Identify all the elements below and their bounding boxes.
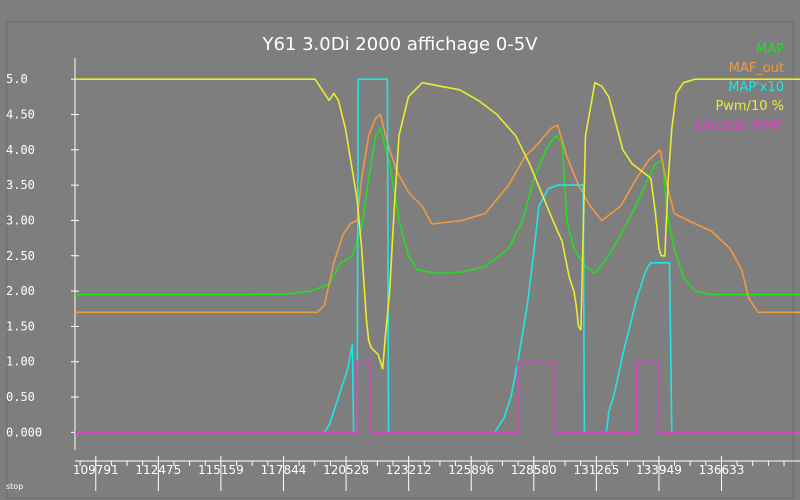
status-label: stop (6, 482, 24, 491)
y-tick-label: 4.50 (6, 108, 35, 122)
series-line-1 (75, 127, 800, 296)
x-tick-label: 112475 (135, 463, 181, 477)
axes: 0.000 0.50 1.00 1.50 2.00 2.50 3.00 3.50 4.00 4.5… (6, 21, 800, 499)
y-tick-label: 0.50 (6, 390, 35, 404)
y-tick-label: 5.0 (6, 72, 28, 86)
x-tick-label: 117844 (261, 463, 307, 477)
y-tick-label: 3.50 (6, 178, 35, 192)
y-tick-label: 1.50 (6, 319, 35, 333)
series-line-2 (75, 113, 800, 314)
legend-entry: MAP'x10 (728, 80, 784, 95)
series-line-3 (75, 78, 800, 434)
x-tick-label: 125896 (448, 463, 494, 477)
x-tick-label: 133949 (636, 463, 682, 477)
y-tick-label: 3.00 (6, 213, 35, 227)
x-tick-label: 128580 (511, 463, 557, 477)
x-tick-label: 115159 (198, 463, 244, 477)
series-line-4 (75, 78, 800, 370)
plot-frame-border (6, 21, 794, 499)
y-tick-label: 2.00 (6, 284, 35, 298)
x-tick-label: 123212 (386, 463, 432, 477)
y-tick-label: 2.50 (6, 249, 35, 263)
y-tick-label: 1.00 (6, 355, 35, 369)
legend-entry: MAP (756, 42, 784, 57)
y-tick-label: 0.000 (6, 425, 42, 439)
series-layer (75, 78, 800, 434)
legend-entry: blocage_MAP' (695, 118, 784, 133)
legend: MAP MAF_out MAP'x10 Pwm/10 % blocage_MAP' (695, 42, 784, 133)
x-tick-label: 109791 (73, 463, 119, 477)
chart-title: Y61 3.0Di 2000 affichage 0-5V (261, 34, 538, 55)
legend-entry: Pwm/10 % (715, 99, 784, 114)
legend-entry: MAF_out (729, 61, 784, 76)
x-tick-label: 136633 (699, 463, 745, 477)
y-tick-label: 4.00 (6, 143, 35, 157)
x-tick-label: 131265 (573, 463, 619, 477)
x-tick-label: 120528 (323, 463, 369, 477)
series-line-5 (75, 360, 800, 434)
